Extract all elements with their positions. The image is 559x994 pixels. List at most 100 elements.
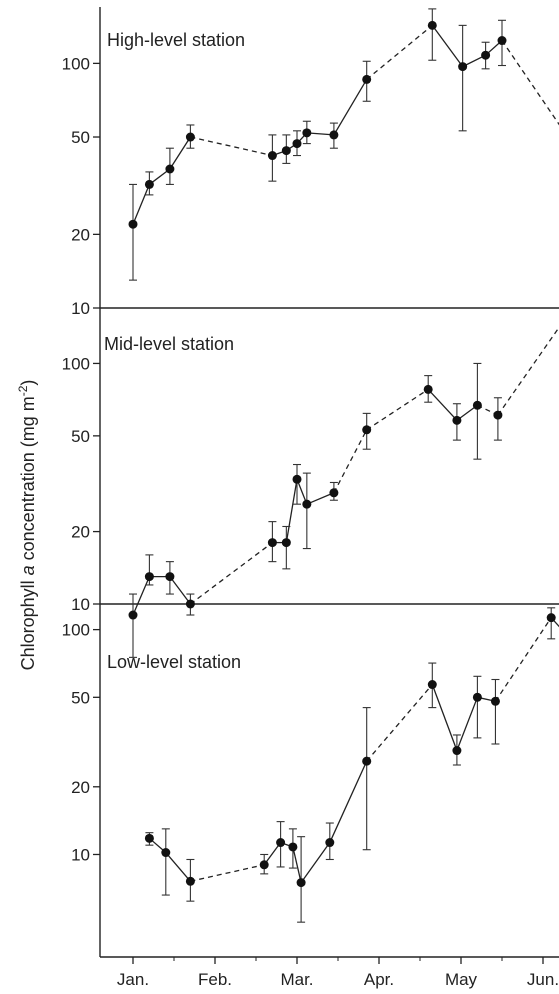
data-point: [296, 878, 306, 888]
data-point: [276, 838, 286, 848]
y-tick-label: 10: [71, 595, 90, 614]
data-point: [362, 756, 372, 766]
series-segment: [190, 136, 273, 157]
data-point: [427, 680, 437, 690]
data-point: [161, 848, 171, 858]
y-tick-label: 20: [71, 523, 90, 542]
data-point: [144, 572, 154, 582]
data-point: [452, 415, 462, 425]
data-point: [423, 384, 433, 394]
series-segment: [165, 852, 191, 882]
data-point: [259, 860, 269, 870]
data-point: [144, 179, 154, 189]
series-segment: [190, 864, 265, 882]
data-point: [288, 842, 298, 852]
data-point: [185, 132, 195, 142]
series-segment: [132, 576, 150, 616]
x-axis: Jan. Feb. Mar. Apr. May Jun.: [117, 957, 559, 989]
y-axis-label-part: ): [18, 380, 38, 386]
series-segment: [292, 846, 302, 883]
data-point: [472, 400, 482, 410]
data-point: [493, 410, 503, 420]
data-point: [362, 425, 372, 435]
data-point: [302, 499, 312, 509]
y-tick-label: 100: [62, 54, 90, 73]
series-segment: [366, 684, 433, 762]
y-axis-label-superscript: -2: [16, 385, 30, 396]
data-point: [329, 488, 339, 498]
y-tick-label: 10: [71, 845, 90, 864]
panel-title: High-level station: [107, 30, 245, 50]
chart-panels: 10 20 50 100 High-level station 10 20 50 100 Mid-…: [62, 7, 559, 958]
series-segment: [306, 132, 334, 136]
series-segment: [132, 184, 151, 225]
x-tick-label: Feb.: [198, 970, 232, 989]
series-segment: [431, 684, 458, 751]
data-point: [144, 833, 154, 843]
series-segment: [285, 479, 298, 543]
x-tick-label: Jun.: [527, 970, 559, 989]
data-point: [165, 164, 175, 174]
y-tick-label: 50: [71, 688, 90, 707]
data-point: [452, 746, 462, 756]
data-point: [165, 572, 175, 582]
panel-title: Low-level station: [107, 652, 241, 672]
svg-text:Chlorophyll a concentration (m: Chlorophyll a concentration (mg m-2): [16, 380, 38, 671]
panel-title: Mid-level station: [104, 334, 234, 354]
data-point: [458, 62, 468, 72]
y-axis-label: Chlorophyll a concentration (mg m-2): [16, 380, 38, 671]
y-axis-label-italic: a: [18, 565, 38, 575]
series-segment: [263, 842, 282, 866]
data-point: [281, 538, 291, 548]
series-segment: [169, 576, 191, 605]
y-axis-label-part: concentration (mg m: [18, 396, 38, 565]
data-point: [329, 130, 339, 140]
data-point: [481, 50, 491, 60]
series-segment: [550, 617, 559, 628]
data-point: [128, 219, 138, 229]
series-segment: [501, 40, 559, 126]
series-segment: [427, 388, 458, 421]
x-tick-label: Mar.: [280, 970, 313, 989]
data-point: [292, 139, 302, 149]
series-segment: [169, 136, 191, 170]
data-point: [185, 876, 195, 886]
series-segment: [333, 429, 368, 494]
chart-panel: 10 20 50 100 Mid-level station: [62, 308, 559, 658]
x-tick-label: Jan.: [117, 970, 149, 989]
y-tick-label: 20: [71, 225, 90, 244]
series-segment: [497, 326, 559, 416]
data-point: [325, 838, 335, 848]
series-segment: [366, 24, 433, 80]
series-segment: [456, 697, 479, 751]
y-axis-label-part: Chlorophyll: [18, 575, 38, 670]
x-tick-label: May: [445, 970, 478, 989]
data-point: [267, 151, 277, 161]
y-tick-label: 100: [62, 354, 90, 373]
data-point: [362, 74, 372, 84]
series-segment: [333, 79, 368, 136]
chart-panel: 10 20 50 100 Low-level station: [62, 604, 559, 958]
data-point: [292, 474, 302, 484]
data-point: [490, 696, 500, 706]
data-point: [281, 146, 291, 156]
data-point: [497, 36, 507, 46]
series-segment: [329, 760, 368, 843]
series-segment: [300, 842, 331, 883]
y-tick-label: 50: [71, 427, 90, 446]
data-point: [185, 599, 195, 609]
series-segment: [366, 388, 429, 431]
y-tick-label: 10: [71, 299, 90, 318]
series-segment: [431, 24, 464, 67]
data-point: [128, 610, 138, 620]
y-tick-label: 100: [62, 621, 90, 640]
series-segment: [494, 617, 552, 702]
data-point: [302, 128, 312, 138]
chart-panel: 10 20 50 100 High-level station: [62, 7, 559, 318]
y-tick-label: 50: [71, 128, 90, 147]
data-point: [472, 692, 482, 702]
data-point: [267, 538, 277, 548]
data-point: [546, 613, 556, 623]
x-tick-label: Apr.: [364, 970, 394, 989]
